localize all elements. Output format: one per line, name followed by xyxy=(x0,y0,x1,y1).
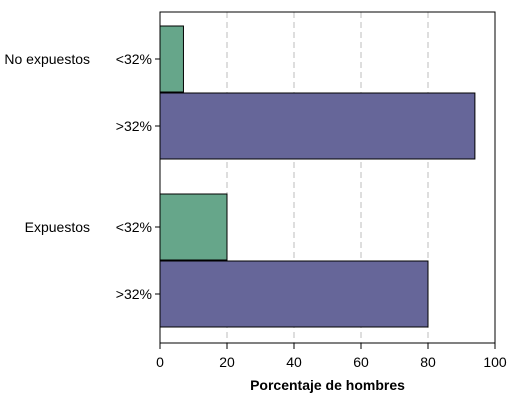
x-tick-label-3: 60 xyxy=(353,354,369,370)
x-tick-label-0: 0 xyxy=(156,354,164,370)
bar-1-1 xyxy=(159,260,429,328)
x-tick-label-1: 20 xyxy=(219,354,235,370)
category-label-1-0: <32% xyxy=(116,219,152,235)
x-tick-label-5: 100 xyxy=(483,354,507,370)
x-tick-label-2: 40 xyxy=(286,354,302,370)
bar-0-0 xyxy=(159,25,184,93)
x-tick-label-4: 80 xyxy=(420,354,436,370)
bar-1-0 xyxy=(159,193,228,261)
y-axis-labels: <32% >32% No expuestos <32% >32% Expuestos xyxy=(4,51,160,302)
group-label-0: No expuestos xyxy=(4,51,90,67)
category-label-0-1: >32% xyxy=(116,118,152,134)
group-label-1: Expuestos xyxy=(25,219,90,235)
category-label-1-1: >32% xyxy=(116,286,152,302)
bar-0-1 xyxy=(159,92,476,160)
plot-frame xyxy=(159,11,496,344)
category-label-0-0: <32% xyxy=(116,51,152,67)
x-axis-ticks: 0 20 40 60 80 100 xyxy=(156,343,507,370)
bars xyxy=(159,25,476,328)
x-axis-title: Porcentaje de hombres xyxy=(250,377,405,393)
